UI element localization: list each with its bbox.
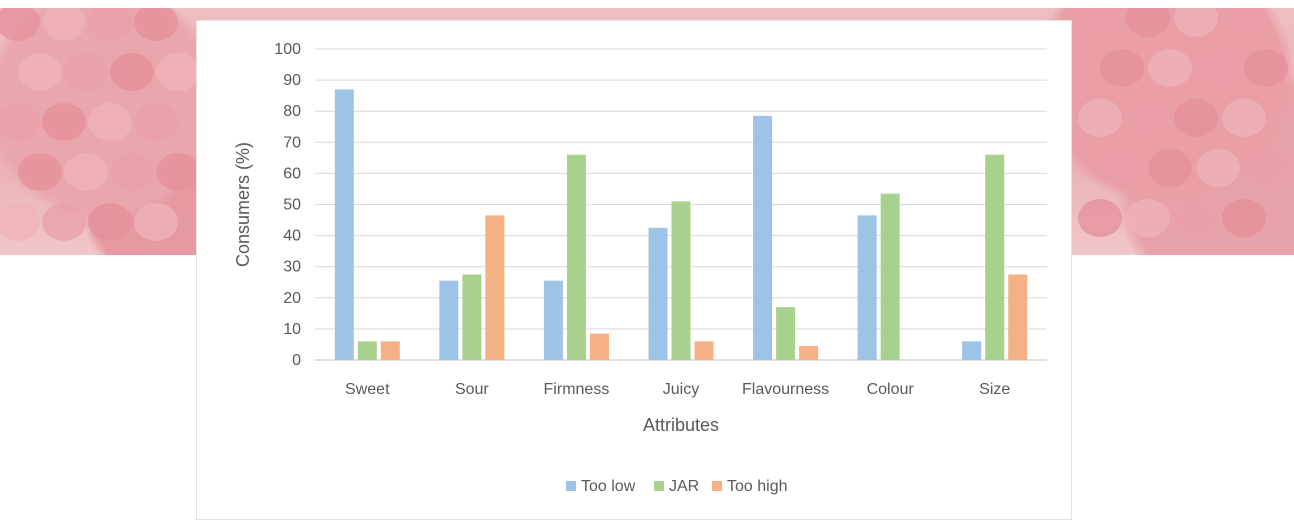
bar-too-high-juicy: [694, 341, 714, 360]
top-margin: [0, 0, 1294, 8]
drupelet-shape: [134, 103, 178, 141]
bar-jar-size: [985, 154, 1005, 360]
y-axis-ticks: 0 10 20 30 40 50 60 70 80 90 100: [274, 41, 301, 369]
y-tick-label: 100: [274, 41, 301, 58]
drupelet-shape: [42, 103, 86, 141]
bar-too-high-flavourness: [799, 346, 819, 360]
drupelet-shape: [110, 153, 154, 191]
drupelet-shape: [88, 103, 132, 141]
drupelet-shape: [0, 3, 40, 41]
drupelet-shape: [156, 53, 200, 91]
y-tick-label: 60: [283, 165, 301, 182]
x-tick-label: Colour: [867, 381, 915, 398]
drupelet-shape: [1126, 199, 1170, 237]
drupelet-shape: [1196, 49, 1240, 87]
x-tick-label: Sweet: [345, 381, 390, 398]
legend-swatch: [712, 481, 722, 491]
legend-swatch: [654, 481, 664, 491]
bar-jar-flavourness: [776, 307, 796, 360]
drupelet-shape: [134, 3, 178, 41]
drupelet-shape: [1126, 0, 1170, 37]
legend-label: Too high: [727, 478, 788, 495]
bar-jar-firmness: [566, 154, 586, 360]
drupelet-shape: [1100, 49, 1144, 87]
bar-too-low-juicy: [648, 227, 668, 360]
drupelet-shape: [1126, 99, 1170, 137]
y-tick-label: 20: [283, 290, 301, 307]
bar-too-high-sour: [485, 215, 505, 360]
drupelet-shape: [1148, 149, 1192, 187]
bar-too-high-sweet: [380, 341, 400, 360]
x-tick-label: Juicy: [663, 381, 699, 398]
drupelet-shape: [1174, 199, 1218, 237]
drupelet-shape: [110, 53, 154, 91]
drupelet-shape: [42, 203, 86, 241]
drupelet-shape: [1244, 49, 1288, 87]
bar-too-low-sweet: [334, 89, 354, 361]
y-tick-label: 50: [283, 197, 301, 214]
legend-label: JAR: [669, 478, 699, 495]
drupelet-shape: [0, 103, 40, 141]
bar-too-high-size: [1008, 274, 1028, 360]
x-tick-label: Firmness: [544, 381, 610, 398]
drupelet-shape: [1078, 0, 1122, 37]
y-tick-label: 40: [283, 228, 301, 245]
bar-too-low-sour: [439, 280, 459, 360]
y-tick-label: 70: [283, 134, 301, 151]
drupelet-shape: [88, 3, 132, 41]
bar-too-low-colour: [857, 215, 877, 360]
x-tick-label: Sour: [455, 381, 489, 398]
drupelet-shape: [0, 203, 40, 241]
bar-jar-sour: [462, 274, 482, 360]
bar-chart: 0 10 20 30 40 50 60 70 80 90 100 Sweet Sour Firmness…: [233, 41, 1047, 495]
x-axis-title: Attributes: [643, 415, 719, 435]
drupelet-shape: [88, 203, 132, 241]
x-tick-label: Size: [979, 381, 1010, 398]
drupelet-shape: [1174, 0, 1218, 37]
drupelet-shape: [1078, 99, 1122, 137]
drupelet-shape: [64, 53, 108, 91]
drupelet-shape: [1222, 99, 1266, 137]
bar-too-high-firmness: [589, 333, 609, 360]
drupelet-shape: [64, 153, 108, 191]
bar-too-low-size: [962, 341, 982, 360]
drupelet-shape: [1222, 199, 1266, 237]
bar-jar-sweet: [357, 341, 377, 360]
bar-too-low-firmness: [543, 280, 563, 360]
bar-jar-juicy: [671, 201, 691, 360]
y-axis-title: Consumers (%): [233, 142, 253, 267]
drupelet-shape: [156, 153, 200, 191]
y-tick-label: 0: [292, 352, 301, 369]
drupelet-shape: [1196, 149, 1240, 187]
y-tick-label: 80: [283, 103, 301, 120]
x-tick-label: Flavourness: [742, 381, 829, 398]
drupelet-shape: [1148, 49, 1192, 87]
y-tick-label: 10: [283, 321, 301, 338]
drupelet-shape: [18, 53, 62, 91]
drupelet-shape: [1244, 149, 1288, 187]
chart-card: 0 10 20 30 40 50 60 70 80 90 100 Sweet Sour Firmness…: [196, 20, 1072, 520]
bar-too-low-flavourness: [753, 115, 773, 361]
drupelet-shape: [1222, 0, 1266, 37]
legend: Too low JAR Too high: [566, 478, 788, 495]
y-tick-label: 30: [283, 259, 301, 276]
drupelet-shape: [134, 203, 178, 241]
drupelet-shape: [18, 153, 62, 191]
raspberry-drupelets: [0, 0, 1288, 241]
drupelet-shape: [42, 3, 86, 41]
legend-label: Too low: [581, 478, 636, 495]
bar-jar-colour: [880, 193, 900, 360]
x-axis-ticks: Sweet Sour Firmness Juicy Flavourness Colour S…: [345, 381, 1010, 398]
drupelet-shape: [1100, 149, 1144, 187]
bars: [334, 89, 1028, 361]
legend-swatch: [566, 481, 576, 491]
drupelet-shape: [1174, 99, 1218, 137]
drupelet-shape: [1078, 199, 1122, 237]
y-tick-label: 90: [283, 72, 301, 89]
